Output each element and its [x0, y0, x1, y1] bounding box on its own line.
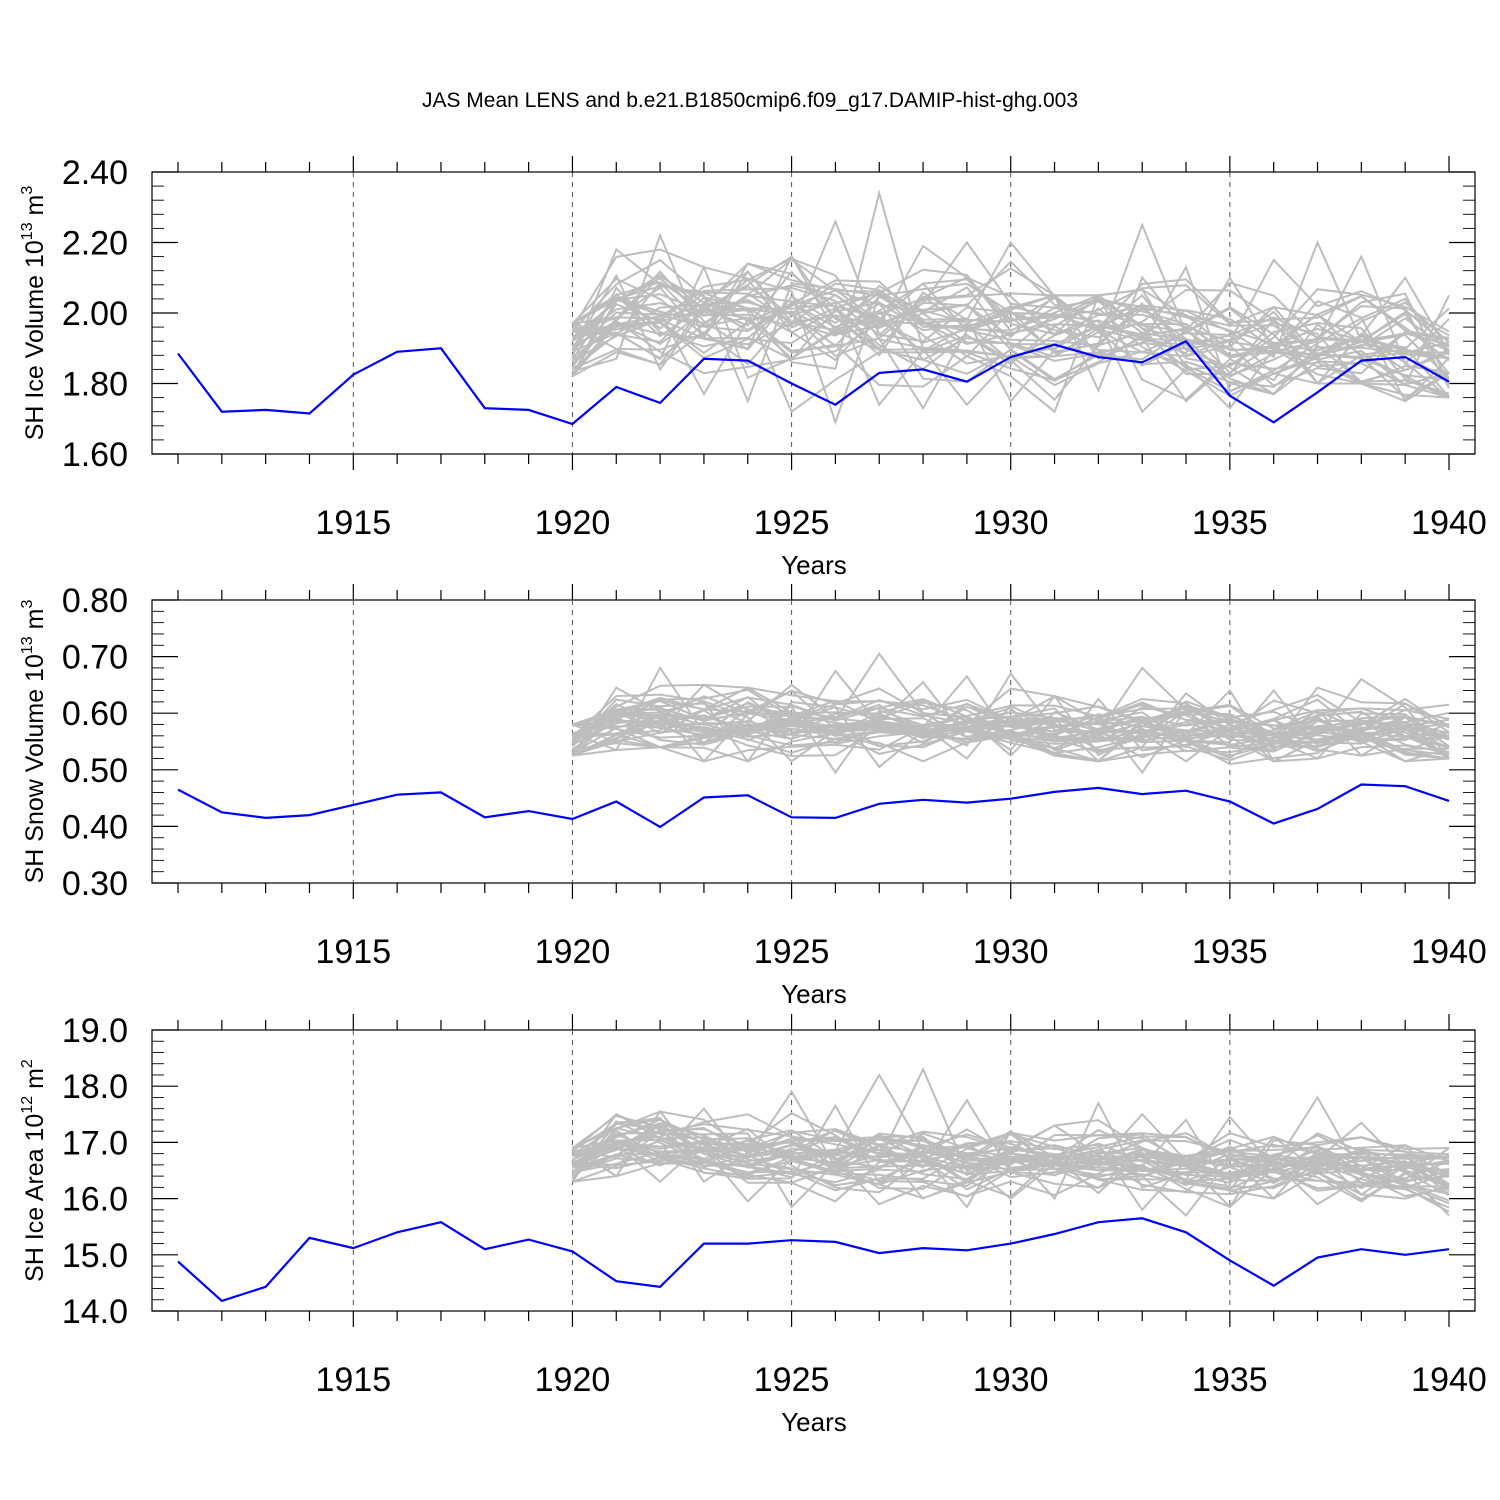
ensemble-lines	[571, 1066, 1450, 1217]
ensemble-member-line	[571, 707, 1450, 751]
x-tick-label: 1930	[973, 1361, 1049, 1399]
ensemble-member-line	[571, 1116, 1450, 1184]
ensemble-member-line	[572, 710, 1450, 763]
y-tick-label: 2.00	[62, 295, 128, 333]
x-tick-label: 1915	[315, 504, 391, 542]
panels: 1.60 1.80 2.00 2.20 2.40 1915 1920 1925 1930 1935…	[19, 154, 1487, 1437]
ensemble-member-line	[572, 1139, 1450, 1186]
x-tick-label: 1915	[315, 933, 391, 971]
ensemble-member-line	[571, 1126, 1450, 1206]
y-tick-label: 18.0	[62, 1068, 128, 1106]
y-tick-label: 14.0	[62, 1293, 128, 1331]
ensemble-member-line	[571, 240, 1450, 399]
ensemble-member-line	[571, 291, 1450, 381]
plot-frame	[151, 599, 1476, 884]
x-tick-label: 1935	[1192, 1361, 1268, 1399]
ensemble-member-line	[572, 1107, 1450, 1200]
main-series-line	[177, 783, 1450, 829]
y-tick-label: 17.0	[62, 1124, 128, 1162]
ensemble-member-line	[572, 687, 1450, 757]
panel-1: 1.60 1.80 2.00 2.20 2.40 1915 1920 1925 1930 1935…	[19, 154, 1487, 580]
y-tick-label: 19.0	[62, 1012, 128, 1050]
ensemble-member-line	[572, 1129, 1450, 1213]
x-tick-label: 1940	[1411, 504, 1487, 542]
y-axis-label: SH Snow Volume 1013 m3	[19, 600, 49, 884]
y-tick-label: 1.80	[62, 366, 128, 404]
y-tick-label: 16.0	[62, 1181, 128, 1219]
ensemble-lines	[571, 652, 1450, 775]
panel-2: 0.30 0.40 0.50 0.60 0.70 0.80 1915 1920 1925 1930…	[19, 582, 1487, 1009]
y-axis-label: SH Ice Volume 1013 m3	[19, 186, 49, 441]
x-axis-label: Years	[781, 550, 847, 580]
ensemble-lines	[571, 189, 1450, 426]
x-tick-label: 1925	[754, 933, 830, 971]
x-tick-label: 1930	[973, 933, 1049, 971]
x-tick-label: 1920	[535, 1361, 611, 1399]
main-series-line	[177, 339, 1450, 426]
ensemble-member-line	[572, 1095, 1450, 1191]
ensemble-member-line	[572, 687, 1450, 775]
ensemble-member-line	[571, 258, 1450, 348]
y-axis-label: SH Ice Area 1012 m2	[19, 1059, 49, 1282]
y-tick-label: 0.30	[62, 865, 128, 903]
ensemble-member-line	[572, 1124, 1450, 1217]
ensemble-member-line	[572, 700, 1450, 755]
x-tick-label: 1925	[754, 1361, 830, 1399]
y-tick-label: 0.50	[62, 752, 128, 790]
panel-3: 14.0 15.0 16.0 17.0 18.0 19.0 1915 1920 1925 1930…	[19, 1012, 1487, 1437]
x-axis-label: Years	[781, 979, 847, 1009]
y-tick-label: 0.60	[62, 695, 128, 733]
ensemble-member-line	[571, 1122, 1450, 1198]
y-tick-label: 1.60	[62, 436, 128, 474]
ensemble-member-line	[571, 686, 1450, 748]
ensemble-member-line	[571, 267, 1450, 387]
ensemble-member-line	[572, 279, 1450, 359]
ensemble-member-line	[571, 277, 1450, 403]
x-tick-label: 1920	[535, 504, 611, 542]
ensemble-member-line	[571, 1123, 1450, 1195]
x-tick-label: 1930	[973, 504, 1049, 542]
x-tick-label: 1915	[315, 1361, 391, 1399]
plot-frame	[151, 171, 1476, 455]
x-tick-label: 1940	[1411, 933, 1487, 971]
y-tick-label: 0.80	[62, 582, 128, 620]
main-series-line	[177, 1217, 1450, 1303]
y-tick-label: 0.40	[62, 808, 128, 846]
ensemble-member-line	[571, 671, 1450, 760]
ensemble-member-line	[571, 268, 1450, 379]
y-tick-label: 0.70	[62, 639, 128, 677]
y-tick-label: 2.40	[62, 154, 128, 192]
figure-title: JAS Mean LENS and b.e21.B1850cmip6.f09_g…	[422, 89, 1078, 112]
ensemble-member-line	[571, 707, 1450, 775]
ensemble-member-line	[571, 270, 1450, 403]
ensemble-member-line	[572, 1128, 1450, 1179]
ensemble-member-line	[572, 240, 1450, 386]
ensemble-member-line	[572, 689, 1450, 747]
y-tick-label: 15.0	[62, 1237, 128, 1275]
ensemble-member-line	[571, 1141, 1450, 1205]
x-tick-label: 1935	[1192, 933, 1268, 971]
ensemble-member-line	[571, 296, 1450, 397]
plot-frame	[151, 1029, 1476, 1312]
x-tick-label: 1920	[535, 933, 611, 971]
x-tick-label: 1940	[1411, 1361, 1487, 1399]
x-axis-label: Years	[781, 1407, 847, 1437]
y-tick-label: 2.20	[62, 225, 128, 263]
ensemble-member-line	[572, 239, 1450, 372]
x-tick-label: 1935	[1192, 504, 1268, 542]
x-tick-label: 1925	[754, 504, 830, 542]
